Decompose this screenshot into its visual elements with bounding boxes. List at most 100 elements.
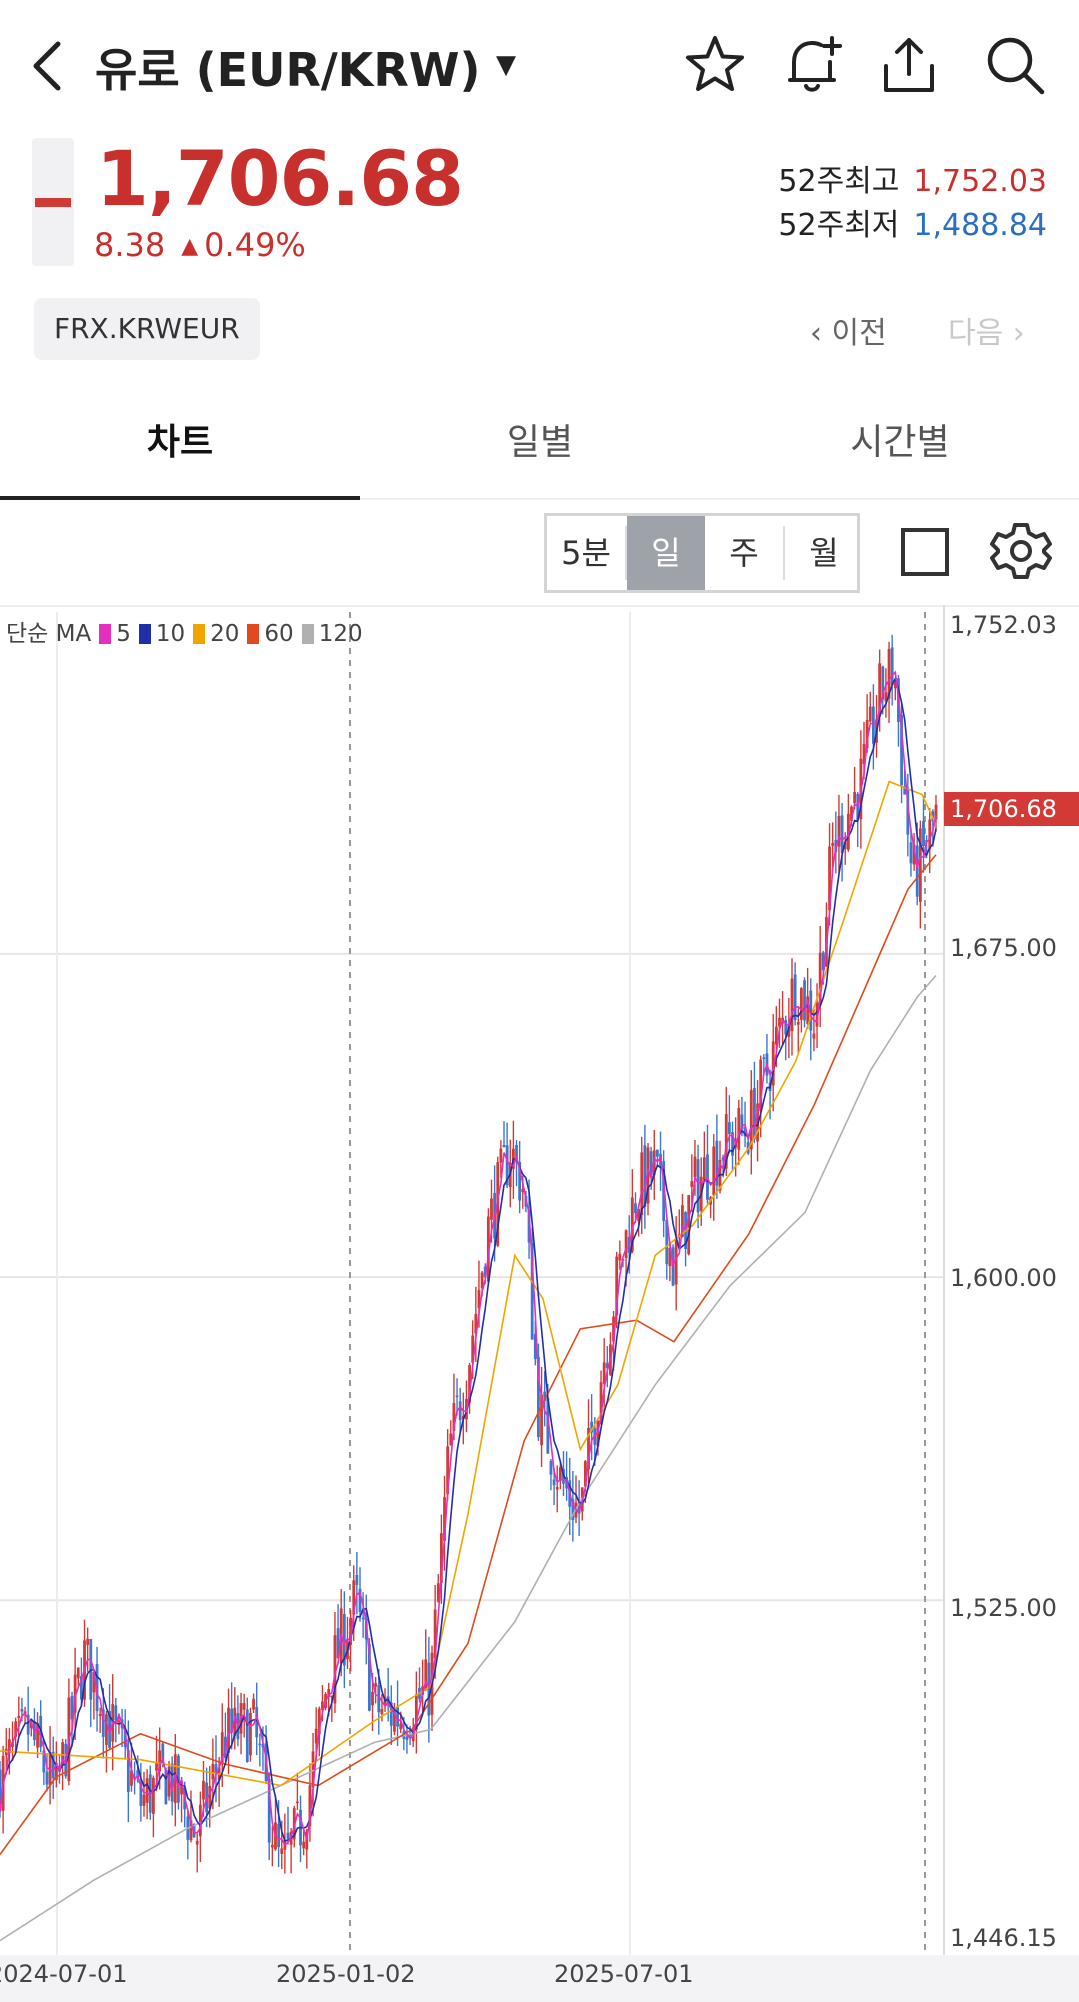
candle-body: [702, 1157, 706, 1180]
chart-area[interactable]: [0, 605, 1079, 2002]
candle-body: [151, 1777, 155, 1814]
candle-body: [890, 647, 894, 686]
candle-body: [540, 1394, 543, 1446]
candle-body: [853, 792, 857, 804]
period-5min-button[interactable]: 5분: [561, 534, 611, 572]
candle-body: [336, 1628, 340, 1659]
candle-body: [862, 743, 866, 765]
star-icon[interactable]: [682, 32, 748, 98]
candle-body: [177, 1755, 180, 1803]
y-tick-label: 1,752.03: [950, 611, 1057, 639]
candle-body: [458, 1401, 462, 1421]
candle-body: [449, 1433, 453, 1446]
period-month-button[interactable]: 월: [809, 534, 839, 572]
candle-body: [36, 1723, 39, 1748]
candle-body: [884, 692, 888, 702]
candle-body: [806, 996, 810, 1025]
candle-body: [649, 1151, 653, 1178]
candle-body: [20, 1708, 24, 1712]
candle-body: [753, 1088, 756, 1140]
candle-body: [634, 1203, 637, 1214]
candle-body: [821, 952, 825, 971]
candle-body: [521, 1189, 525, 1193]
candle-body: [743, 1126, 747, 1137]
tab-chart[interactable]: 차트: [146, 422, 214, 463]
candle-body: [211, 1763, 215, 1780]
period-week-button[interactable]: 주: [729, 534, 759, 572]
candle-body: [737, 1107, 741, 1150]
candle-body: [815, 1002, 819, 1027]
change-percent: 0.49%: [204, 226, 306, 264]
week52-low-label: 52주최저: [778, 208, 900, 243]
candle-body: [915, 845, 919, 897]
ma10-line: [0, 676, 937, 1842]
candle-body: [602, 1362, 606, 1384]
candle-body: [793, 974, 797, 1020]
candle-body: [490, 1198, 493, 1220]
prev-button[interactable]: ‹ 이전: [810, 316, 887, 351]
next-button[interactable]: 다음 ›: [948, 316, 1025, 351]
candle-body: [518, 1161, 522, 1201]
candle-body: [255, 1707, 259, 1738]
candle-body: [840, 815, 844, 854]
candle-body: [180, 1781, 183, 1795]
week52-low-value: 1,488.84: [913, 208, 1047, 243]
candle-body: [687, 1195, 691, 1255]
bell-plus-icon[interactable]: [780, 32, 846, 98]
period-day-button[interactable]: 일: [627, 516, 705, 590]
share-icon[interactable]: [876, 32, 942, 98]
candle-body: [245, 1709, 249, 1763]
price-direction-indicator: [32, 138, 74, 266]
candle-body: [812, 1033, 816, 1039]
x-tick-label: 2025-07-01: [554, 1960, 694, 1988]
candle-body: [443, 1497, 446, 1541]
candle-body: [881, 666, 885, 700]
candle-body: [42, 1750, 46, 1773]
candle-body: [665, 1219, 669, 1265]
week52-range: 52주최고 1,752.03 52주최저 1,488.84: [778, 160, 1047, 248]
candle-body: [605, 1363, 609, 1369]
candle-body: [393, 1709, 396, 1732]
candle-body: [161, 1743, 165, 1764]
candle-body: [615, 1256, 619, 1316]
candle-body: [358, 1588, 362, 1612]
candle-body: [784, 1019, 788, 1035]
candle-body: [202, 1780, 205, 1800]
candle-body: [846, 813, 850, 850]
candle-body: [599, 1382, 603, 1425]
chevron-left-icon[interactable]: [28, 36, 68, 96]
tab-daily[interactable]: 일별: [506, 422, 574, 463]
candle-body: [637, 1209, 641, 1222]
candle-body: [189, 1820, 193, 1841]
candle-body: [98, 1713, 102, 1716]
y-tick-label: 1,600.00: [950, 1264, 1057, 1292]
candle-body: [286, 1832, 290, 1839]
candle-body: [925, 850, 929, 852]
gear-icon[interactable]: [990, 520, 1052, 582]
candle-body: [803, 980, 806, 1021]
candle-body: [549, 1460, 553, 1475]
page-title: 유로 (EUR/KRW): [95, 43, 481, 97]
candle-body: [624, 1230, 628, 1259]
candle-body: [774, 1026, 778, 1045]
tab-hourly[interactable]: 시간별: [850, 422, 950, 463]
candle-body: [433, 1609, 437, 1659]
square-icon[interactable]: [900, 527, 950, 577]
candle-body: [424, 1659, 428, 1691]
candle-body: [452, 1403, 456, 1431]
candle-body: [480, 1272, 484, 1288]
candle-body: [173, 1754, 177, 1803]
ma10-label: 10: [155, 621, 186, 647]
candle-body: [414, 1694, 418, 1730]
candlestick-chart[interactable]: [0, 605, 1079, 2002]
candle-body: [724, 1114, 728, 1169]
candle-body: [242, 1703, 246, 1710]
candle-body: [749, 1090, 753, 1150]
candle-body: [502, 1144, 506, 1148]
candle-body: [537, 1356, 540, 1437]
candle-body: [721, 1157, 725, 1161]
candle-body: [7, 1739, 11, 1754]
title-dropdown-caret-icon[interactable]: ▼: [496, 50, 516, 80]
candle-body: [205, 1782, 209, 1813]
search-icon[interactable]: [982, 32, 1048, 98]
